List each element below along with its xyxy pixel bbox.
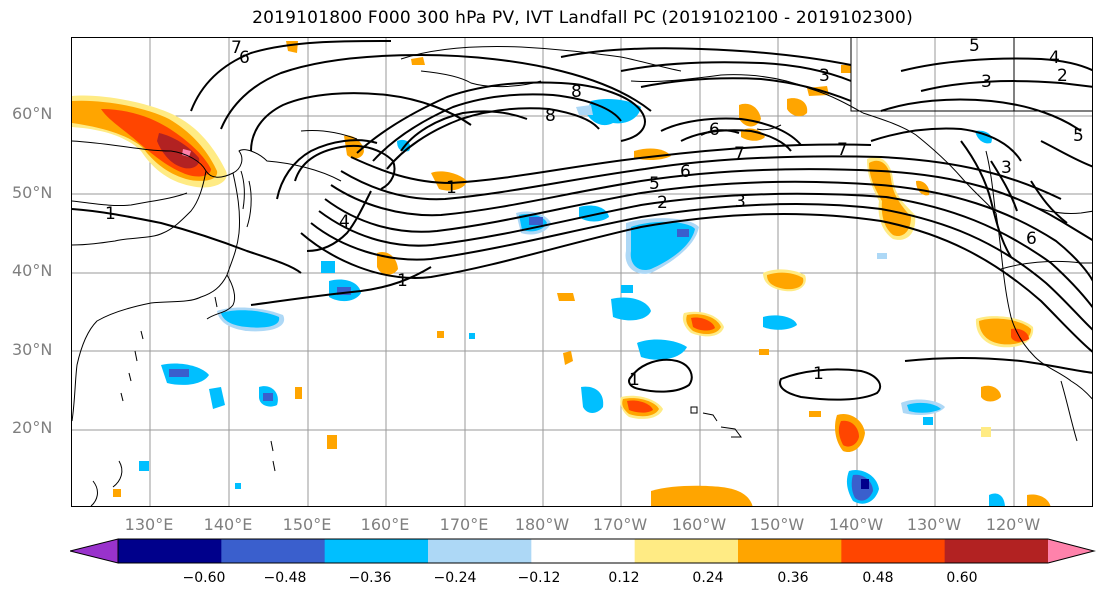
lat-label-20n: 20°N: [12, 418, 53, 437]
colorbar-segment: [428, 539, 532, 563]
contour-label: 1: [105, 204, 116, 224]
contour-label: 1: [813, 364, 824, 384]
contour-label: 3: [735, 192, 746, 212]
contour-label: 2: [1057, 66, 1068, 86]
contour-label: 4: [339, 212, 350, 232]
colorbar-tick: −0.60: [182, 570, 226, 586]
colorbar-tick: 0.36: [777, 570, 809, 586]
colorbar-segment: [634, 539, 739, 563]
colorbar-tick: 0.24: [692, 570, 724, 586]
contour-label: 1: [397, 271, 408, 291]
colorbar-tick: 0.60: [946, 570, 978, 586]
contour-label: 8: [571, 82, 582, 102]
colorbar-segment: [531, 539, 636, 563]
colorbar-segment: [118, 539, 222, 563]
colorbar-segment: [738, 539, 842, 563]
contour-label: 1: [629, 370, 640, 390]
colorbar-tick: −0.12: [517, 570, 561, 586]
lat-label-40n: 40°N: [12, 261, 53, 280]
lon-label-120w: 120°W: [985, 515, 1041, 534]
colorbar-segments: [70, 539, 1094, 563]
colorbar-tick: −0.36: [348, 570, 392, 586]
colorbar-extend-high: [1048, 539, 1094, 563]
pv-anomaly-shading: [72, 41, 1051, 506]
colorbar-segment: [324, 539, 429, 563]
colorbar-segment: [221, 539, 326, 563]
lon-label-130w: 130°W: [906, 515, 962, 534]
contour-label: 6: [709, 120, 720, 140]
colorbar: [70, 538, 1096, 564]
lon-label-130e: 130°E: [124, 515, 174, 534]
coastlines: [72, 38, 1092, 442]
contour-label: 6: [680, 162, 691, 182]
contour-label: 6: [239, 48, 250, 68]
contour-label: 7: [734, 144, 745, 164]
lat-label-60n: 60°N: [12, 104, 53, 123]
lon-label-160w: 160°W: [671, 515, 727, 534]
contour-label: 8: [545, 106, 556, 126]
lon-label-140w: 140°W: [828, 515, 884, 534]
contour-label: 2: [657, 193, 668, 213]
lon-label-150e: 150°E: [282, 515, 332, 534]
lon-label-150w: 150°W: [749, 515, 805, 534]
contour-label: 5: [1073, 126, 1084, 146]
contour-label: 3: [819, 66, 830, 86]
lon-label-170e: 170°E: [439, 515, 489, 534]
contour-label: 5: [649, 174, 660, 194]
lon-label-140e: 140°E: [203, 515, 253, 534]
map-panel: 7 6 3 5 4 2 3 8 8 6 7 6 5 2 3 7 6 5 3 4 …: [71, 37, 1093, 507]
colorbar-tick: 0.48: [862, 570, 894, 586]
colorbar-tick: −0.48: [263, 570, 307, 586]
colorbar-tick: 0.12: [608, 570, 640, 586]
contour-labels: 7 6 3 5 4 2 3 8 8 6 7 6 5 2 3 7 6 5 3 4 …: [105, 38, 1084, 390]
lat-label-50n: 50°N: [12, 183, 53, 202]
contour-label: 7: [837, 140, 848, 160]
contour-label: 7: [231, 38, 242, 58]
lat-label-30n: 30°N: [12, 340, 53, 359]
colorbar-segment: [944, 539, 1049, 563]
islands: [90, 296, 276, 506]
lon-label-170w: 170°W: [592, 515, 648, 534]
map-canvas: 7 6 3 5 4 2 3 8 8 6 7 6 5 2 3 7 6 5 3 4 …: [72, 38, 1092, 506]
contour-label: 6: [1026, 229, 1037, 249]
map-title: 2019101800 F000 300 hPa PV, IVT Landfall…: [252, 8, 913, 28]
contour-label: 3: [981, 72, 992, 92]
contour-lines: [72, 40, 1092, 401]
contour-label: 5: [969, 38, 980, 56]
contour-label: 3: [1001, 158, 1012, 178]
colorbar-tick: −0.24: [433, 570, 477, 586]
contour-label: 4: [1049, 48, 1060, 68]
lon-label-180w: 180°W: [514, 515, 570, 534]
contour-label: 1: [446, 178, 457, 198]
colorbar-segment: [841, 539, 946, 563]
lon-label-160e: 160°E: [360, 515, 410, 534]
colorbar-extend-low: [70, 539, 118, 563]
